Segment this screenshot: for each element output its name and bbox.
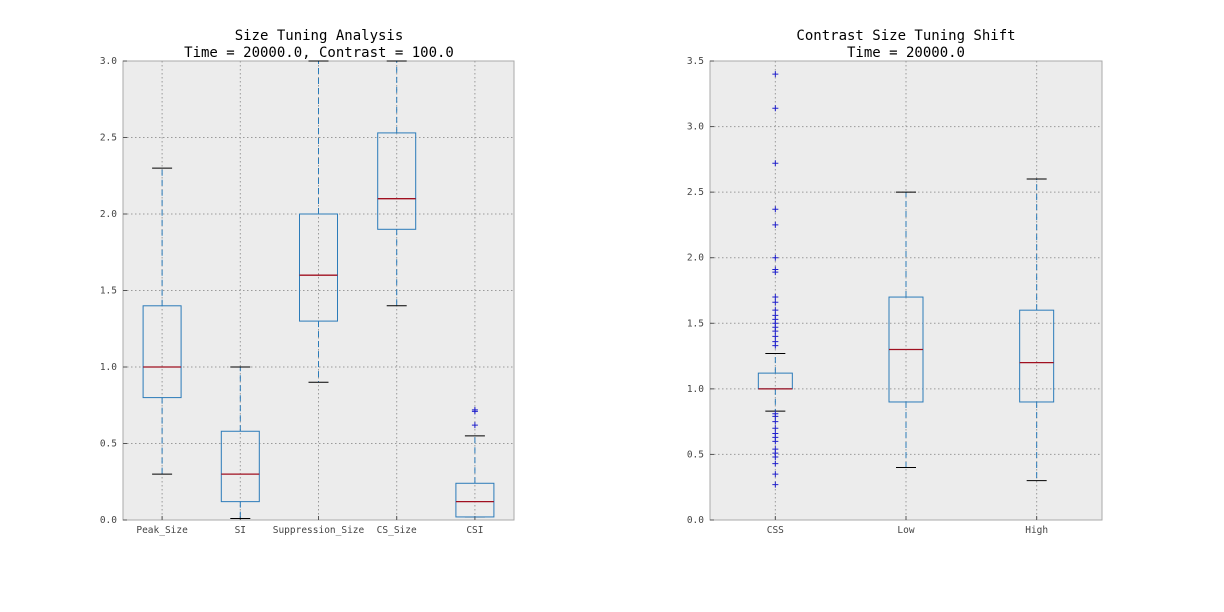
outlier-point (772, 333, 779, 340)
outlier-point (772, 266, 779, 273)
iqr-box (299, 213, 338, 322)
outlier-point (772, 425, 779, 432)
iqr-box (377, 132, 417, 230)
x-tick-label: CSS (767, 525, 784, 536)
chart-title-line1: Size Tuning Analysis (235, 28, 404, 44)
y-tick-label: 2.0 (687, 253, 704, 264)
boxplot-high (1019, 178, 1055, 482)
boxplot-suppression-size (299, 60, 338, 383)
outlier-point (772, 221, 779, 228)
outlier-point (772, 460, 779, 467)
outlier-point (772, 418, 779, 425)
outlier-point (772, 160, 779, 167)
chart-title-line2: Time = 20000.0 (847, 45, 965, 61)
iqr-box (142, 305, 182, 399)
y-tick-label: 3.5 (687, 56, 704, 67)
y-tick-label: 2.5 (687, 187, 704, 198)
x-tick-label: High (1025, 525, 1048, 536)
x-tick-label: Low (897, 525, 914, 536)
boxplot-cs-size (377, 60, 417, 307)
outlier-point (471, 422, 478, 429)
x-tick-label: CSI (466, 525, 483, 536)
outlier-point (471, 406, 478, 413)
outlier-point (772, 299, 779, 306)
boxplot-low (888, 191, 924, 469)
y-tick-label: 0.0 (687, 515, 704, 526)
y-tick-label: 3.0 (687, 122, 704, 133)
outlier-point (772, 307, 779, 314)
y-tick-label: 1.0 (100, 362, 117, 373)
iqr-box (1019, 309, 1055, 403)
boxplot-css (757, 71, 793, 488)
outlier-point (772, 471, 779, 478)
outlier-point (772, 430, 779, 437)
outlier-point (772, 312, 779, 319)
outlier-point (772, 294, 779, 301)
boxplot-csi (455, 406, 495, 518)
iqr-box (455, 482, 495, 518)
boxplot-peak-size (142, 167, 182, 475)
outlier-point (772, 338, 779, 345)
outlier-point (772, 446, 779, 453)
iqr-box (220, 430, 260, 503)
y-tick-label: 3.0 (100, 56, 117, 67)
outlier-point (772, 481, 779, 488)
y-tick-label: 0.5 (687, 449, 704, 460)
x-tick-label: Suppression_Size (273, 525, 365, 536)
outlier-point (772, 254, 779, 261)
y-tick-label: 0.5 (100, 439, 117, 450)
y-tick-label: 0.0 (100, 515, 117, 526)
x-tick-label: Peak_Size (136, 525, 188, 536)
chart-title-line1: Contrast Size Tuning Shift (796, 28, 1015, 44)
outlier-point (772, 71, 779, 78)
outlier-point (772, 206, 779, 213)
x-tick-label: SI (235, 525, 246, 536)
outlier-point (772, 105, 779, 112)
y-tick-label: 1.0 (687, 384, 704, 395)
y-tick-label: 1.5 (100, 286, 117, 297)
x-tick-label: CS_Size (377, 525, 417, 536)
y-tick-label: 1.5 (687, 318, 704, 329)
chart-title-line2: Time = 20000.0, Contrast = 100.0 (184, 45, 454, 61)
y-tick-label: 2.0 (100, 209, 117, 220)
boxplot-si (220, 366, 260, 519)
outlier-point (772, 410, 779, 417)
y-tick-label: 2.5 (100, 133, 117, 144)
